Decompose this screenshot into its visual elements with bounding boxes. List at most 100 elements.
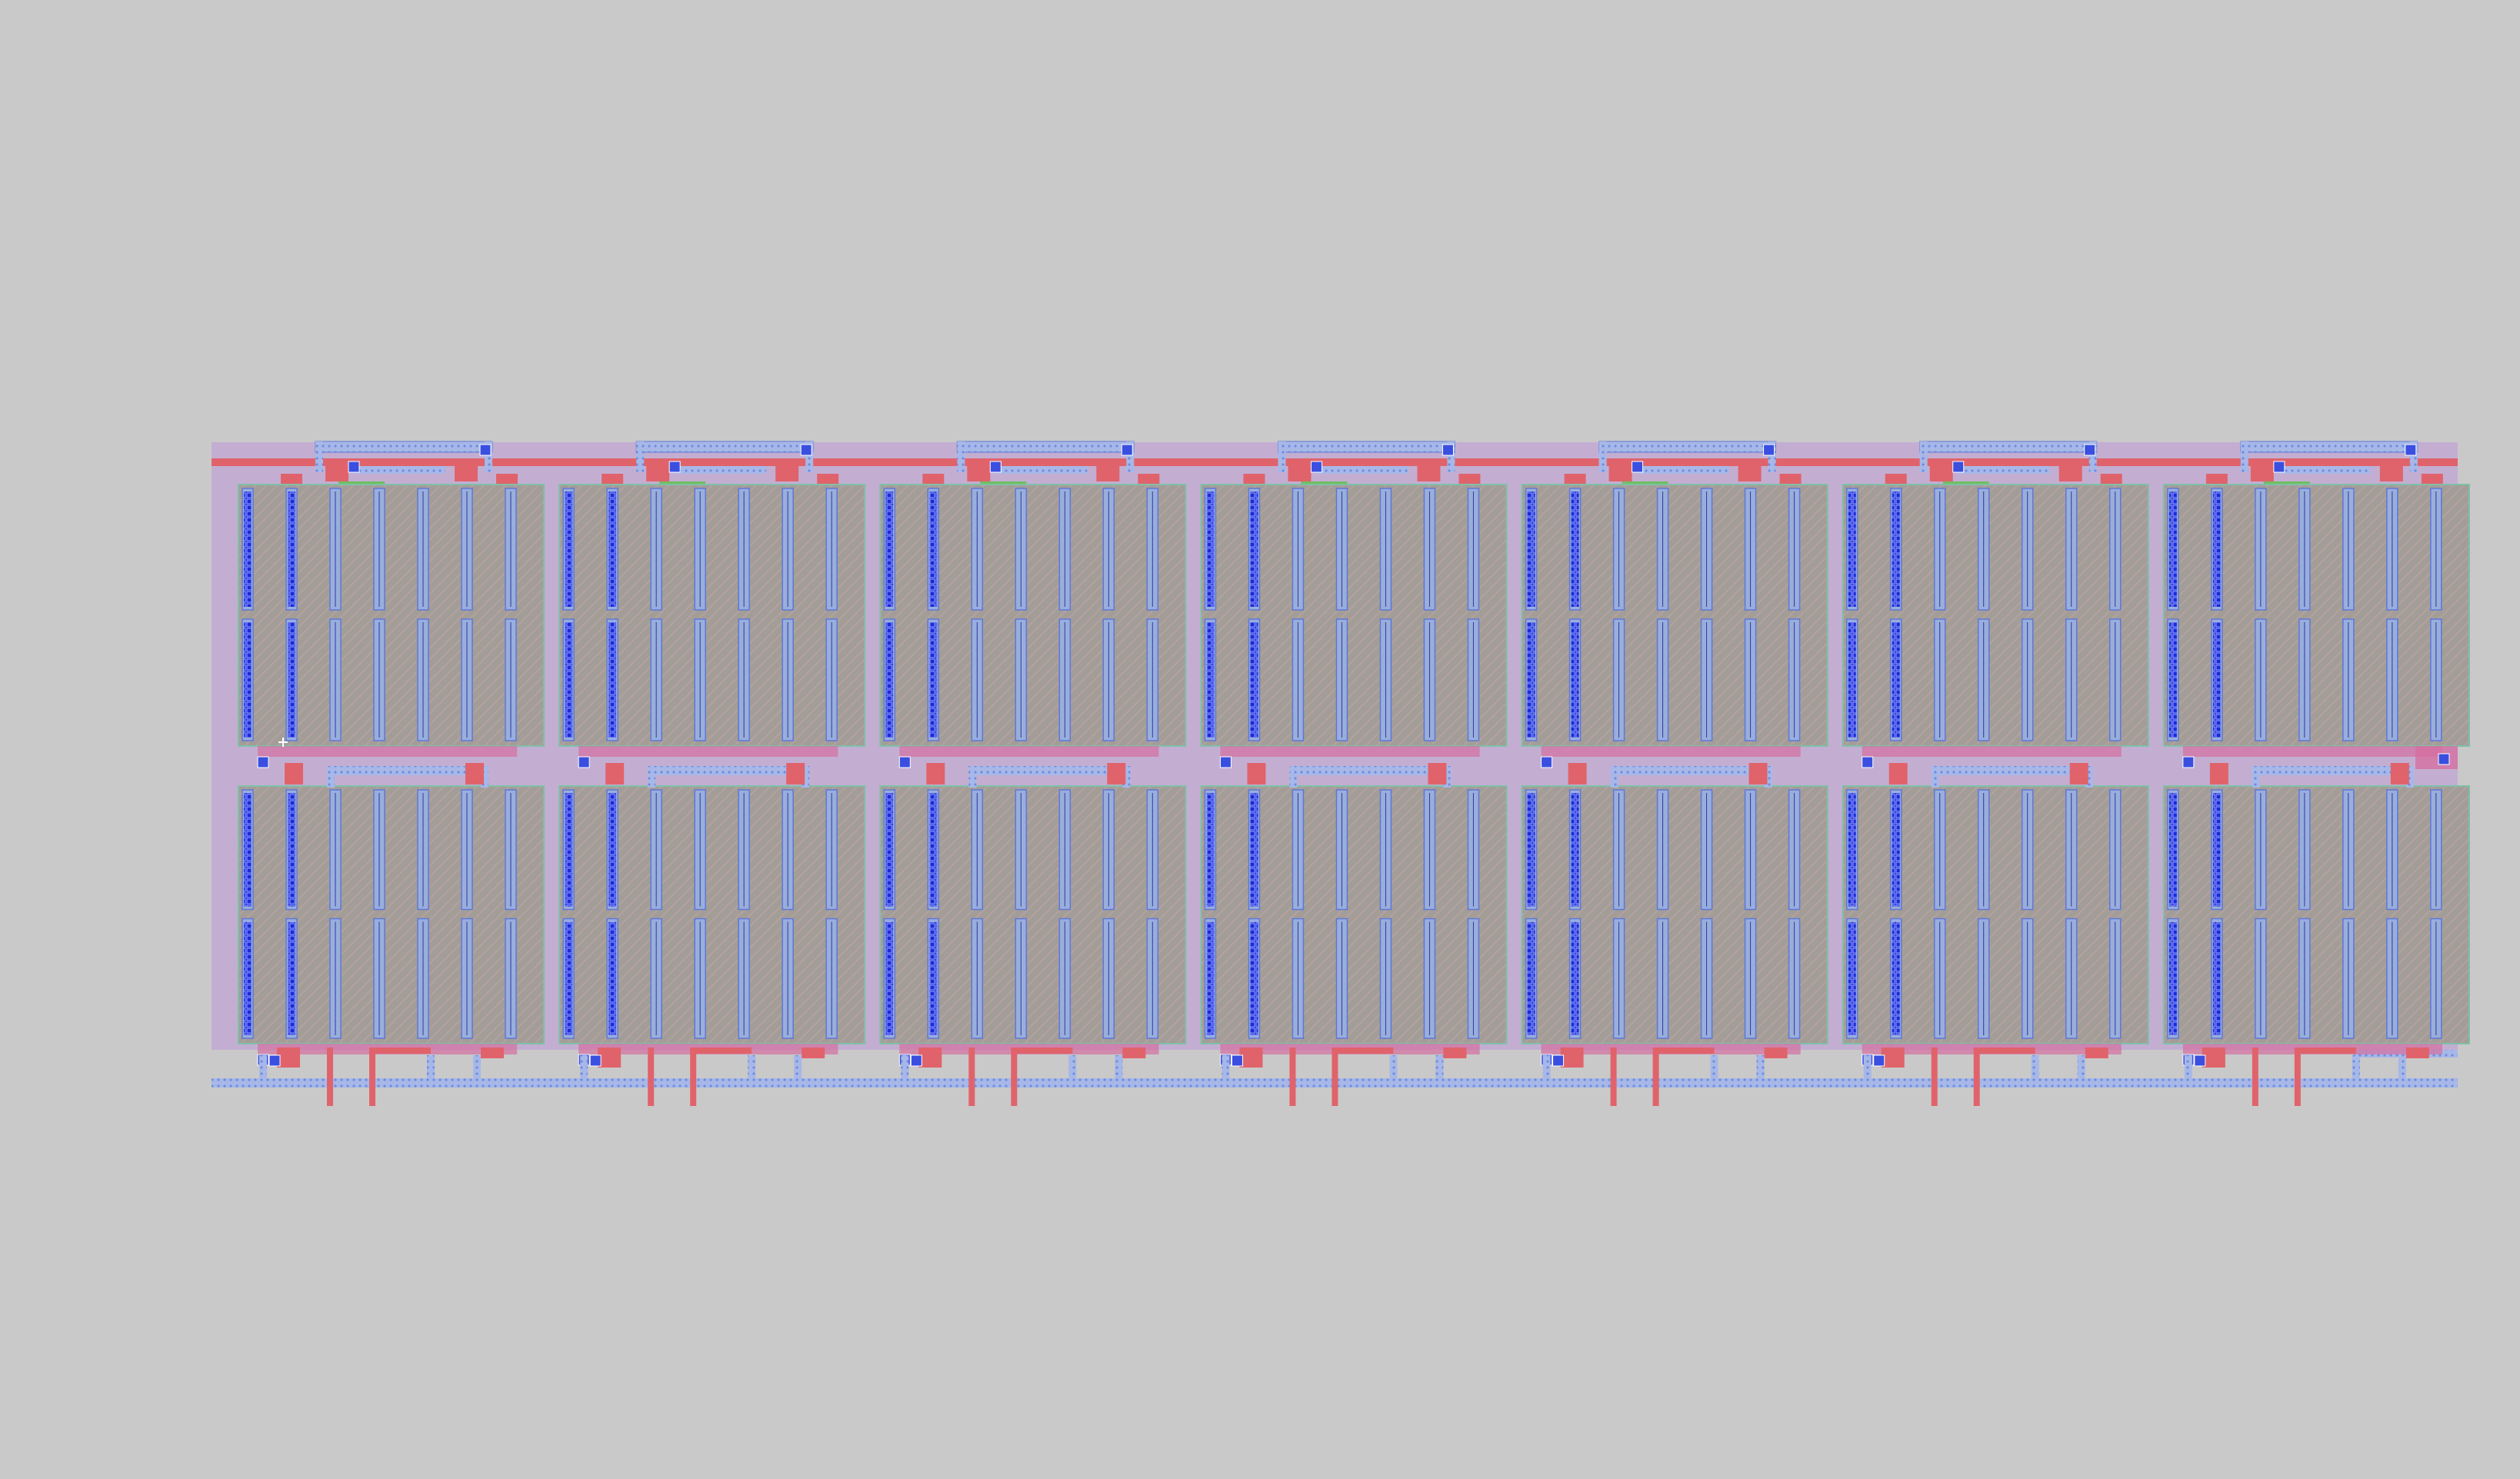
- metal1-strap-inner[interactable]: [1958, 466, 2050, 474]
- pwell-bar-top-row[interactable]: [578, 746, 838, 757]
- metal1-strap-left[interactable]: [636, 441, 644, 472]
- metal1-strap-top[interactable]: [1599, 441, 1776, 452]
- pwell-bar-top-row[interactable]: [258, 746, 517, 757]
- metal1-mid-strap-l[interactable]: [1932, 766, 1939, 788]
- metal1-bottom-drop[interactable]: [794, 1055, 802, 1080]
- metal1-mid-strap-l[interactable]: [327, 766, 335, 788]
- contact-chain[interactable]: [608, 491, 616, 607]
- contact-chain[interactable]: [2169, 922, 2177, 1036]
- poly-mid-pad[interactable]: [1247, 763, 1265, 784]
- metal1-strap-left[interactable]: [1599, 441, 1607, 472]
- metal1-mid-strap[interactable]: [1289, 766, 1451, 775]
- metal1-bottom-drop[interactable]: [1435, 1055, 1443, 1080]
- metal1-strap-top[interactable]: [636, 441, 813, 452]
- pwell-bar-top-row[interactable]: [1862, 746, 2122, 757]
- poly-mid-pad[interactable]: [1889, 763, 1908, 784]
- via-row[interactable]: [258, 757, 268, 768]
- diffusion-top-row[interactable]: [559, 485, 865, 746]
- poly-bottom-leg[interactable]: [369, 1048, 375, 1106]
- metal1-strap-left[interactable]: [315, 441, 323, 472]
- poly-bottom-leg[interactable]: [1011, 1048, 1017, 1106]
- via-top-right[interactable]: [801, 445, 812, 455]
- poly-stub[interactable]: [496, 474, 518, 485]
- metal1-strap-inner[interactable]: [995, 466, 1087, 474]
- metal1-strap-top[interactable]: [315, 441, 492, 452]
- diffusion-bottom-row[interactable]: [1843, 786, 2148, 1044]
- contact-chain[interactable]: [1528, 793, 1535, 907]
- poly-bottom-stub[interactable]: [1765, 1048, 1788, 1058]
- metal1-strap-inner[interactable]: [2278, 466, 2371, 474]
- poly-mid-pad[interactable]: [2210, 763, 2228, 784]
- metal1-strap-inner[interactable]: [674, 466, 766, 474]
- contact-chain[interactable]: [1206, 491, 1214, 607]
- contact-chain[interactable]: [929, 793, 937, 907]
- via-top-left[interactable]: [1953, 461, 1964, 472]
- poly-stub[interactable]: [281, 474, 302, 485]
- via-top-right[interactable]: [2405, 445, 2416, 455]
- metal1-strap-top[interactable]: [1278, 441, 1455, 452]
- via-edge[interactable]: [2438, 754, 2449, 764]
- contact-chain[interactable]: [1528, 622, 1535, 738]
- contact-chain[interactable]: [565, 922, 572, 1036]
- via-bottom[interactable]: [590, 1055, 601, 1066]
- poly-bottom-foot[interactable]: [2295, 1048, 2356, 1054]
- metal1-bottom-drop[interactable]: [1864, 1055, 1872, 1080]
- poly-pad[interactable]: [1288, 458, 1311, 481]
- contact-chain[interactable]: [1572, 491, 1579, 607]
- contact-chain[interactable]: [1892, 491, 1900, 607]
- pwell-bar-top-row[interactable]: [2183, 746, 2442, 757]
- poly-stub[interactable]: [922, 474, 944, 485]
- metal1-bottom-drop[interactable]: [259, 1055, 267, 1080]
- contact-chain[interactable]: [1572, 793, 1579, 907]
- poly-mid-pad[interactable]: [786, 763, 805, 784]
- poly-pad[interactable]: [1738, 458, 1762, 481]
- poly-pad[interactable]: [1096, 458, 1119, 481]
- contact-chain[interactable]: [288, 922, 295, 1036]
- poly-mid-pad[interactable]: [1568, 763, 1587, 784]
- contact-chain[interactable]: [244, 793, 252, 907]
- metal1-bottom-drop[interactable]: [901, 1055, 908, 1080]
- contact-chain[interactable]: [1250, 622, 1258, 738]
- poly-pad[interactable]: [1930, 458, 1953, 481]
- poly-mid-pad[interactable]: [926, 763, 945, 784]
- metal1-strap-top[interactable]: [2241, 441, 2418, 452]
- diffusion-top-row[interactable]: [238, 485, 544, 746]
- poly-bottom-foot[interactable]: [1332, 1048, 1393, 1054]
- contact-chain[interactable]: [1250, 922, 1258, 1036]
- via-top-right[interactable]: [1764, 445, 1775, 455]
- contact-chain[interactable]: [565, 622, 572, 738]
- poly-pad[interactable]: [455, 458, 478, 481]
- diffusion-bottom-row[interactable]: [559, 786, 865, 1044]
- via-top-left[interactable]: [669, 461, 680, 472]
- contact-chain[interactable]: [1892, 922, 1900, 1036]
- poly-pad[interactable]: [646, 458, 669, 481]
- poly-bottom-leg[interactable]: [1611, 1048, 1617, 1106]
- diffusion-bottom-row[interactable]: [1201, 786, 1506, 1044]
- metal1-mid-strap-l[interactable]: [968, 766, 976, 788]
- contact-chain[interactable]: [929, 491, 937, 607]
- contact-chain[interactable]: [929, 622, 937, 738]
- contact-chain[interactable]: [1206, 793, 1214, 907]
- contact-chain[interactable]: [2169, 622, 2177, 738]
- metal1-strap-left[interactable]: [1278, 441, 1285, 472]
- contact-chain[interactable]: [885, 793, 893, 907]
- contact-chain[interactable]: [608, 793, 616, 907]
- diffusion-bottom-row[interactable]: [1522, 786, 1828, 1044]
- poly-pad[interactable]: [2251, 458, 2274, 481]
- metal1-bottom-drop[interactable]: [1389, 1055, 1397, 1080]
- metal1-bottom-drop[interactable]: [2078, 1055, 2085, 1080]
- metal1-bottom-drop[interactable]: [1068, 1055, 1076, 1080]
- via-bottom[interactable]: [1232, 1055, 1242, 1066]
- contact-chain[interactable]: [288, 793, 295, 907]
- metal1-bottom-drop[interactable]: [1757, 1055, 1765, 1080]
- contact-chain[interactable]: [929, 922, 937, 1036]
- poly-mid-pad[interactable]: [2070, 763, 2088, 784]
- metal1-bottom-drop[interactable]: [748, 1055, 755, 1080]
- contact-chain[interactable]: [1848, 622, 1856, 738]
- contact-chain[interactable]: [1572, 922, 1579, 1036]
- metal1-strap-inner[interactable]: [1315, 466, 1408, 474]
- via-top-right[interactable]: [1442, 445, 1453, 455]
- via-row[interactable]: [578, 757, 589, 768]
- poly-stub[interactable]: [1243, 474, 1265, 485]
- poly-pad[interactable]: [2059, 458, 2082, 481]
